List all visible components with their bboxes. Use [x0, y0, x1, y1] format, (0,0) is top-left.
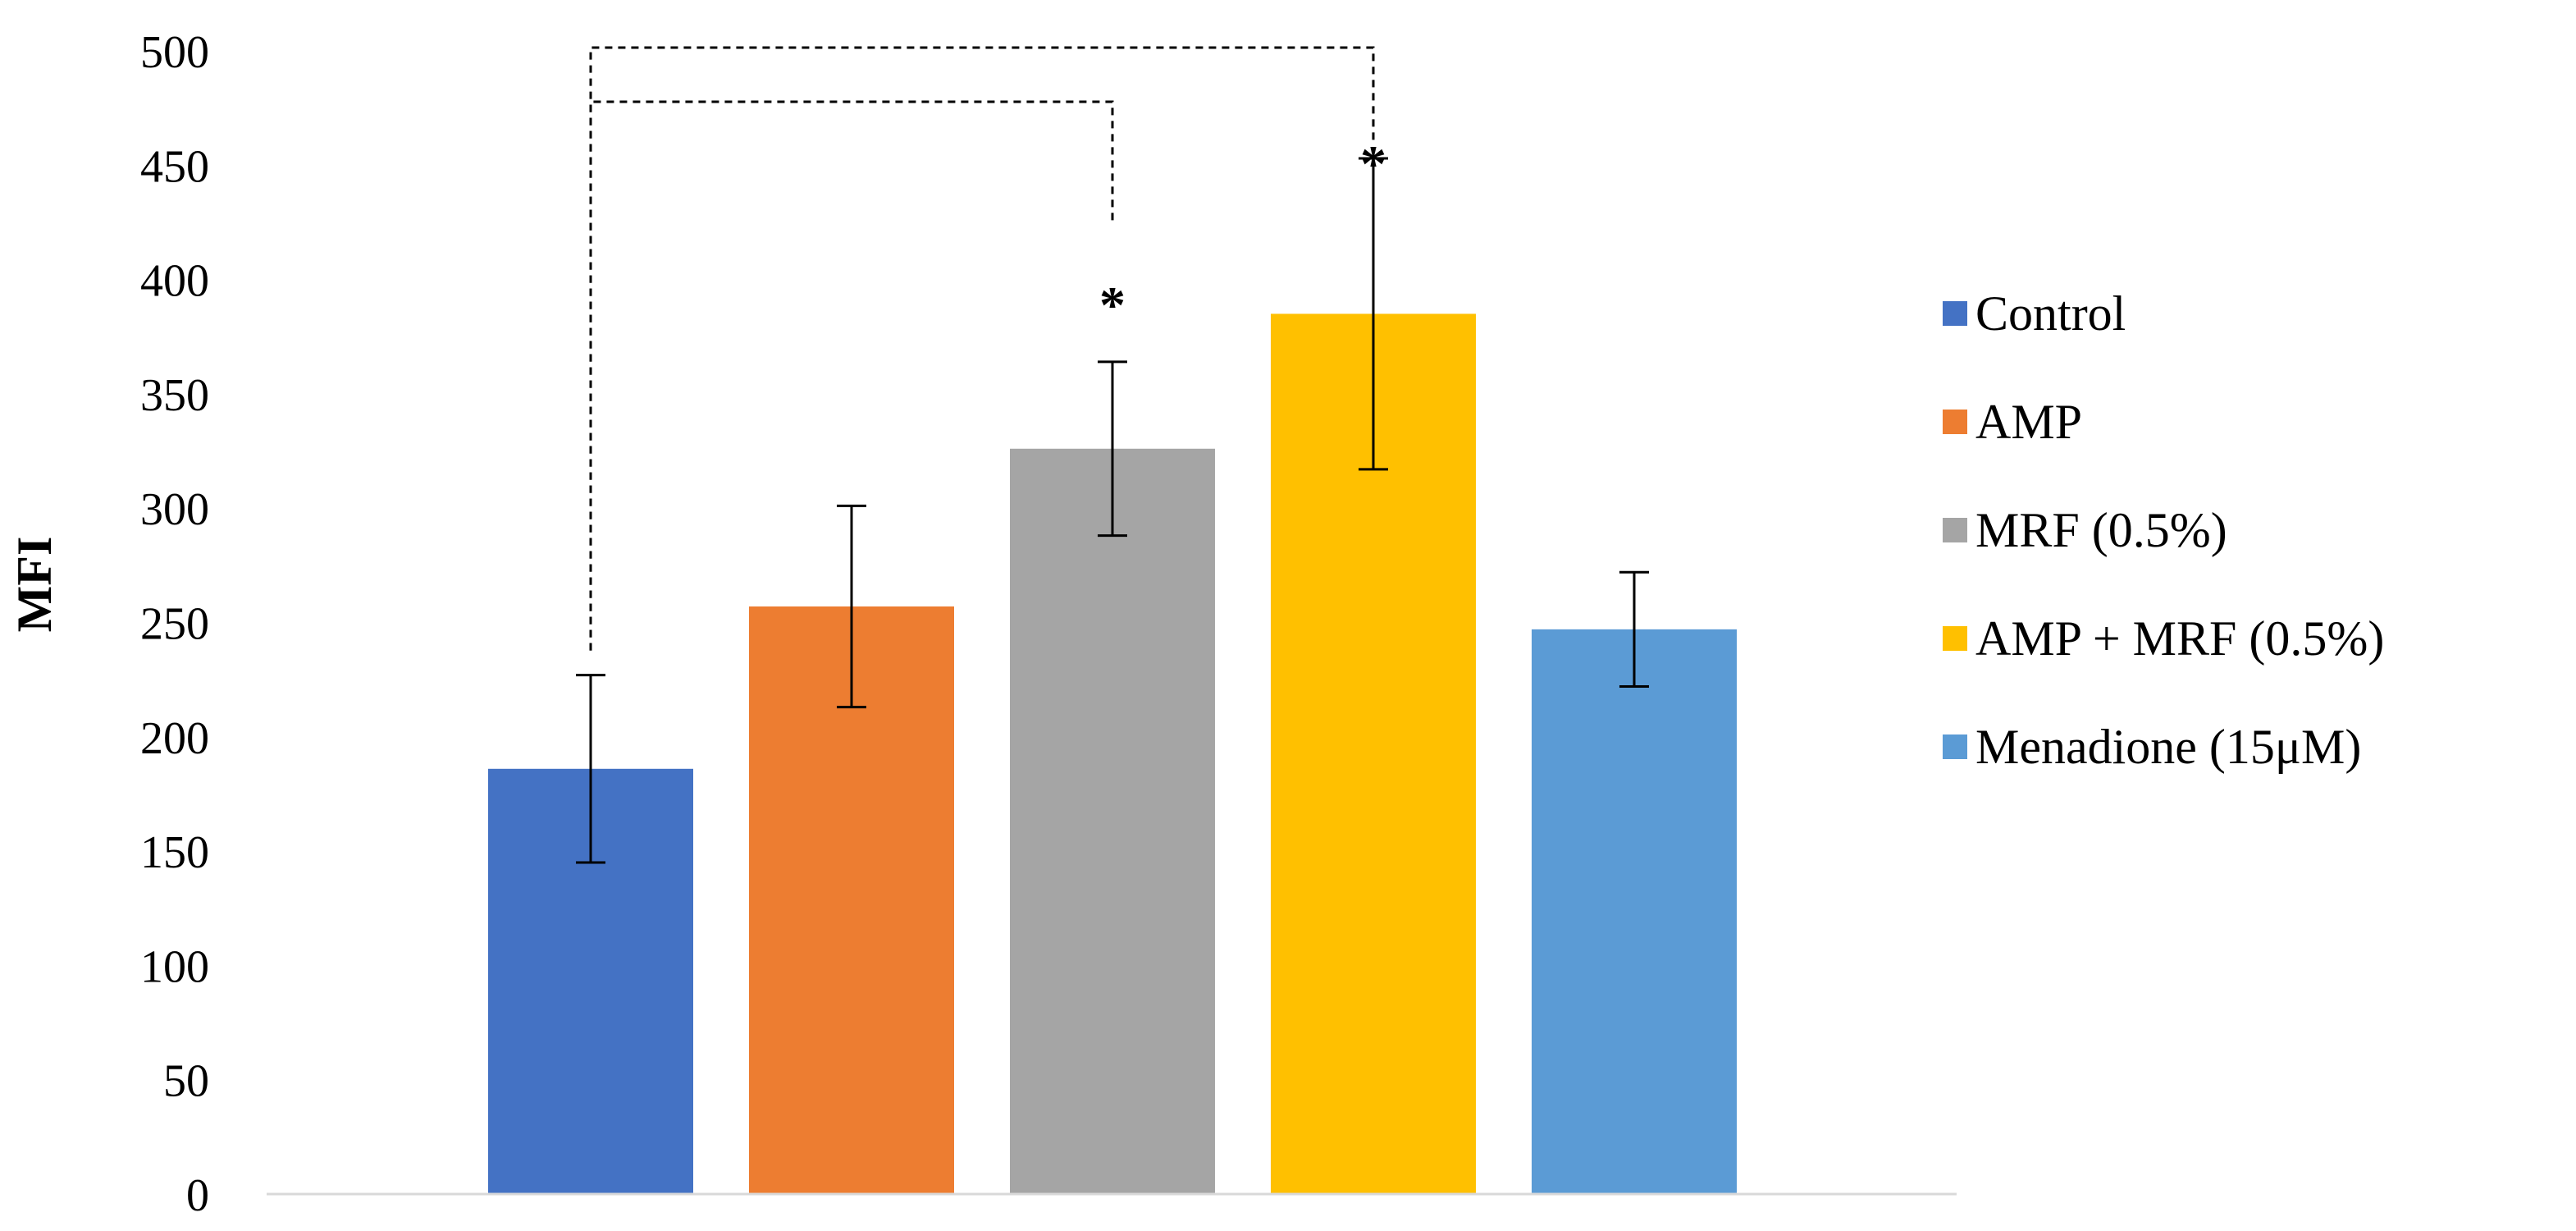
- bracket-line: [589, 46, 1375, 651]
- y-tick-label: 50: [163, 1056, 209, 1107]
- bar: [1010, 448, 1215, 1194]
- error-bar: [1098, 360, 1127, 538]
- y-tick-label: 200: [140, 713, 209, 764]
- y-tick-label: 100: [140, 941, 209, 992]
- y-tick-label: 500: [140, 27, 209, 78]
- y-tick-label: 300: [140, 484, 209, 535]
- y-axis-title: MFI: [7, 537, 62, 633]
- legend-swatch: [1943, 410, 1967, 434]
- bar: [1532, 629, 1737, 1194]
- y-tick-label: 450: [140, 141, 209, 192]
- significance-brackets: **: [589, 46, 1386, 651]
- y-tick-label: 0: [186, 1170, 209, 1221]
- legend-item: Control: [1943, 286, 2126, 341]
- legend-swatch: [1943, 518, 1967, 542]
- significance-star: *: [1099, 276, 1126, 334]
- y-tick-label: 400: [140, 256, 209, 307]
- legend-swatch: [1943, 301, 1967, 326]
- legend: Control AMP MRF (0.5%) AMP + MRF (0.5%) Mena…: [1943, 286, 2384, 774]
- error-bar: [1359, 157, 1388, 471]
- y-tick-label: 150: [140, 827, 209, 878]
- legend-swatch: [1943, 734, 1967, 759]
- legend-label: AMP: [1975, 395, 2082, 449]
- y-tick-label: 350: [140, 370, 209, 421]
- error-bar: [837, 504, 866, 709]
- legend-swatch: [1943, 626, 1967, 651]
- significance-bracket: *: [589, 100, 1126, 651]
- legend-label: AMP + MRF (0.5%): [1975, 611, 2384, 666]
- y-tick-label: 250: [140, 599, 209, 650]
- legend-item: Menadione (15μM): [1943, 720, 2361, 774]
- legend-label: Menadione (15μM): [1975, 720, 2361, 774]
- bracket-line: [589, 100, 1114, 651]
- legend-item: AMP + MRF (0.5%): [1943, 611, 2384, 666]
- error-bar: [1619, 570, 1649, 689]
- legend-label: MRF (0.5%): [1975, 503, 2227, 557]
- legend-item: MRF (0.5%): [1943, 503, 2227, 557]
- y-axis: 0 50 100 150 200 250 300 350 400 450 500: [140, 27, 209, 1221]
- significance-star: *: [1360, 135, 1386, 193]
- legend-item: AMP: [1943, 395, 2082, 449]
- error-bar: [576, 674, 605, 864]
- significance-bracket: *: [589, 46, 1386, 651]
- legend-label: Control: [1975, 286, 2126, 341]
- error-bars: [576, 157, 1649, 864]
